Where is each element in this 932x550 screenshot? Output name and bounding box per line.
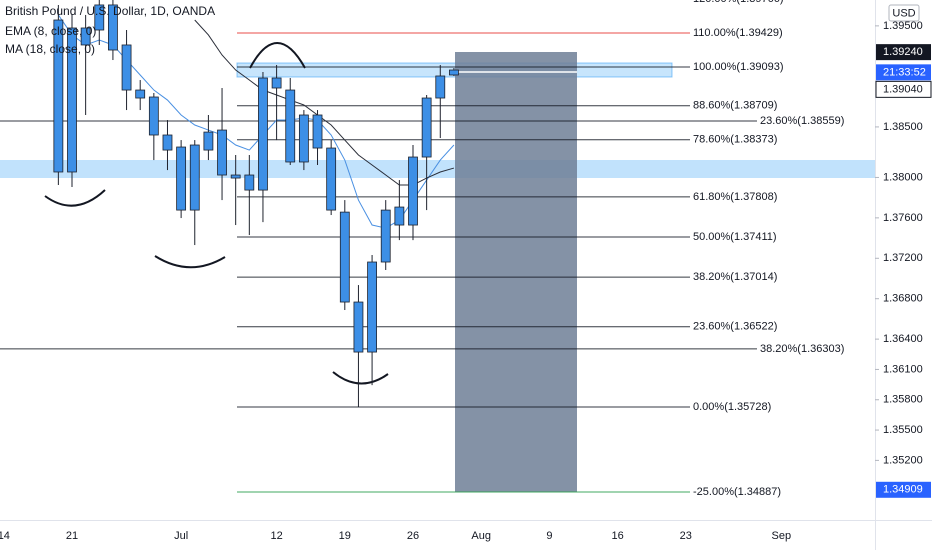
candle-body bbox=[148, 96, 159, 136]
price-marker bbox=[876, 44, 931, 61]
x-tick-label: 23 bbox=[680, 530, 692, 542]
y-tick-label: 1.36400 bbox=[883, 333, 923, 345]
plot bbox=[53, 0, 459, 408]
y-tick-label: 1.38000 bbox=[883, 171, 923, 183]
y-tick-label: 1.35500 bbox=[883, 424, 923, 436]
fib-label: 110.00%(1.39429) bbox=[693, 27, 783, 39]
legend-entry: EMA (8, close, 0) bbox=[5, 24, 96, 38]
x-tick-label: Aug bbox=[471, 530, 491, 542]
x-tick-label: 9 bbox=[546, 530, 552, 542]
pattern-arc bbox=[44, 189, 106, 207]
y-tick-label: 1.38500 bbox=[883, 121, 923, 133]
fib-label: 23.60%(1.38559) bbox=[760, 115, 844, 127]
candle-body bbox=[217, 129, 227, 176]
candle-body bbox=[449, 69, 459, 76]
y-tick-label: 1.35200 bbox=[883, 454, 923, 466]
candle-body bbox=[203, 131, 214, 151]
candle-body bbox=[53, 19, 64, 173]
candle-body bbox=[408, 156, 418, 226]
fib-label: 61.80%(1.37808) bbox=[693, 191, 777, 203]
candle-body bbox=[298, 114, 309, 163]
candle-body bbox=[421, 97, 432, 158]
candle-body bbox=[380, 209, 391, 263]
fib-label: 50.00%(1.37411) bbox=[693, 231, 777, 243]
support-zone bbox=[0, 160, 875, 178]
chart-title: British Pound / U.S. Dollar, 1D, OANDA bbox=[5, 4, 215, 18]
y-tick-label: 1.37600 bbox=[883, 212, 923, 224]
price-marker bbox=[875, 80, 932, 98]
x-tick-label: 16 bbox=[611, 530, 623, 542]
candle-body bbox=[176, 146, 187, 211]
fib-label: 100.00%(1.39093) bbox=[693, 61, 784, 73]
fib-label: 38.20%(1.36303) bbox=[760, 343, 844, 355]
y-tick-label: 1.36800 bbox=[883, 293, 923, 305]
candle-body bbox=[285, 89, 296, 163]
candle-body bbox=[312, 114, 323, 149]
candle-body bbox=[367, 261, 377, 353]
fib-label: 23.60%(1.36522) bbox=[693, 321, 777, 333]
fib-label: 0.00%(1.35728) bbox=[693, 401, 771, 413]
price-marker bbox=[876, 481, 931, 498]
countdown: 21:33:52 bbox=[883, 66, 926, 78]
pattern-arc bbox=[154, 255, 226, 269]
candle-body bbox=[435, 75, 446, 99]
candle-body bbox=[80, 27, 91, 46]
x-tick-label: Sep bbox=[771, 530, 791, 542]
price-marker-label: 1.39040 bbox=[883, 83, 923, 95]
pattern-arc bbox=[249, 42, 306, 69]
candle-body bbox=[230, 174, 241, 179]
y-tick-label: 1.37200 bbox=[883, 252, 923, 264]
x-tick-label: 26 bbox=[407, 530, 419, 542]
candle-body bbox=[244, 174, 255, 191]
candle-body bbox=[94, 4, 105, 31]
candle-body bbox=[108, 4, 118, 51]
legend-entry: MA (18, close, 0) bbox=[5, 42, 95, 56]
candle-body bbox=[135, 89, 146, 99]
candle-body bbox=[394, 206, 405, 226]
x-tick-label: 12 bbox=[270, 530, 282, 542]
fib-label: -25.00%(1.34887) bbox=[693, 486, 781, 498]
y-tick-label: 1.36100 bbox=[883, 363, 923, 375]
fib-label: 78.60%(1.38373) bbox=[693, 134, 777, 146]
currency: USD bbox=[892, 7, 915, 19]
x-tick-label: 14 bbox=[0, 530, 10, 542]
candle-body bbox=[121, 44, 132, 91]
candle-body bbox=[339, 211, 350, 303]
price-marker-label: 1.39240 bbox=[883, 46, 923, 58]
candle-body bbox=[326, 147, 337, 211]
fib-levels: 120.00%(1.39766) 110.00%(1.39429) 100.00%(… bbox=[0, 0, 844, 498]
candle-body bbox=[353, 301, 364, 353]
price-marker-label: 1.34909 bbox=[883, 484, 923, 496]
currency-box bbox=[888, 4, 920, 22]
candle-body bbox=[258, 77, 268, 191]
countdown-box bbox=[876, 64, 931, 81]
y-tick-label: 1.39500 bbox=[883, 20, 923, 32]
x-tick-label: Jul bbox=[174, 530, 188, 542]
candle-body bbox=[189, 144, 200, 211]
fib-label: 88.60%(1.38709) bbox=[693, 100, 777, 112]
y-tick-label: 1.35800 bbox=[883, 394, 923, 406]
candle-body bbox=[67, 27, 77, 173]
axes: 1.39500 1.38500 1.38000 1.37600 1.37200 1.368… bbox=[0, 20, 932, 542]
x-tick-label: 19 bbox=[339, 530, 351, 542]
position-box bbox=[455, 52, 577, 492]
candle-body bbox=[162, 134, 173, 151]
pattern-arc bbox=[332, 371, 389, 385]
fib-label: 120.00%(1.39766) bbox=[693, 0, 784, 5]
candle-body bbox=[271, 77, 282, 89]
fib-label: 38.20%(1.37014) bbox=[693, 271, 777, 283]
x-tick-label: 21 bbox=[66, 530, 78, 542]
